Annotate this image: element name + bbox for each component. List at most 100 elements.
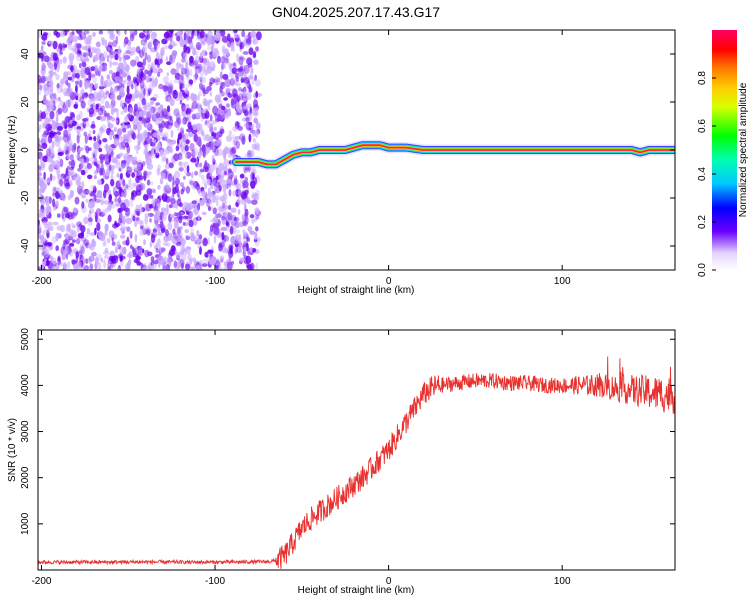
noise-dot bbox=[135, 150, 139, 155]
noise-dot bbox=[56, 126, 63, 131]
noise-dot bbox=[52, 71, 57, 76]
noise-dot bbox=[52, 198, 55, 208]
noise-dot bbox=[214, 188, 221, 194]
noise-dot bbox=[244, 189, 249, 195]
noise-dot bbox=[183, 175, 186, 180]
noise-dot bbox=[232, 190, 237, 196]
noise-dot bbox=[167, 86, 173, 96]
noise-dot bbox=[122, 145, 126, 150]
noise-dot bbox=[49, 110, 55, 120]
noise-dot bbox=[44, 228, 50, 234]
noise-dot bbox=[65, 213, 71, 219]
noise-dot bbox=[52, 260, 57, 267]
noise-dot bbox=[76, 93, 82, 103]
noise-dot bbox=[172, 176, 175, 185]
noise-dot bbox=[75, 237, 81, 245]
noise-dot bbox=[247, 122, 253, 126]
noise-dot bbox=[221, 56, 227, 63]
noise-dot bbox=[255, 262, 258, 270]
noise-dot bbox=[245, 91, 252, 101]
noise-dot bbox=[42, 110, 46, 118]
noise-dot bbox=[202, 98, 208, 107]
noise-dot bbox=[100, 105, 105, 112]
noise-dot bbox=[43, 99, 50, 104]
noise-dot bbox=[65, 234, 68, 241]
snr-x-ticks: -200 -100 0 100 bbox=[31, 330, 571, 587]
noise-dot bbox=[38, 190, 41, 195]
noise-dot bbox=[204, 62, 209, 72]
noise-dot bbox=[59, 100, 64, 107]
noise-dot bbox=[102, 241, 107, 247]
noise-dot bbox=[176, 234, 183, 244]
noise-dot bbox=[228, 249, 234, 258]
noise-dot bbox=[92, 129, 96, 135]
noise-dot bbox=[42, 155, 49, 163]
noise-dot bbox=[60, 173, 67, 179]
noise-dot bbox=[120, 234, 126, 239]
noise-dot bbox=[210, 205, 214, 211]
noise-dot bbox=[249, 106, 253, 115]
noise-dot bbox=[248, 87, 252, 93]
x-tick-label: -100 bbox=[205, 576, 225, 587]
noise-dot bbox=[125, 209, 131, 216]
noise-dot bbox=[158, 124, 164, 133]
noise-dot bbox=[76, 224, 80, 233]
noise-dot bbox=[51, 236, 57, 244]
noise-dot bbox=[108, 69, 113, 75]
noise-dot bbox=[213, 235, 217, 244]
noise-dot bbox=[180, 245, 185, 254]
noise-dot bbox=[81, 201, 85, 209]
noise-dot bbox=[44, 83, 51, 90]
noise-dot bbox=[43, 55, 50, 63]
noise-dot bbox=[220, 82, 225, 87]
noise-dot bbox=[75, 72, 80, 79]
noise-dot bbox=[139, 245, 143, 253]
noise-dot bbox=[181, 186, 186, 192]
noise-dot bbox=[159, 110, 165, 118]
noise-dot bbox=[175, 145, 180, 152]
noise-dot bbox=[242, 232, 249, 237]
noise-dot bbox=[178, 161, 183, 167]
noise-dot bbox=[161, 156, 166, 162]
noise-dot bbox=[57, 213, 61, 218]
noise-dot bbox=[137, 175, 144, 181]
noise-dot bbox=[134, 107, 139, 117]
noise-dot bbox=[83, 216, 89, 225]
noise-dot bbox=[111, 30, 115, 36]
noise-dot bbox=[239, 71, 246, 79]
noise-dot bbox=[235, 102, 240, 111]
noise-dot bbox=[59, 80, 64, 88]
noise-dot bbox=[147, 70, 152, 77]
noise-dot bbox=[108, 194, 112, 203]
noise-dot bbox=[90, 84, 93, 93]
noise-dot bbox=[95, 103, 99, 110]
noise-dot bbox=[204, 120, 208, 126]
noise-dot bbox=[143, 53, 148, 58]
noise-dot bbox=[248, 47, 254, 56]
noise-dot bbox=[241, 135, 246, 145]
noise-dot bbox=[170, 198, 176, 205]
noise-dot bbox=[185, 103, 190, 109]
noise-dot bbox=[46, 221, 53, 227]
noise-dot bbox=[157, 195, 164, 201]
noise-dot bbox=[104, 247, 109, 254]
noise-dot bbox=[42, 230, 46, 236]
noise-dot bbox=[52, 52, 58, 61]
noise-dot bbox=[237, 92, 243, 101]
noise-dot bbox=[88, 136, 93, 141]
noise-dot bbox=[148, 83, 154, 93]
y-tick-label: 5000 bbox=[20, 328, 31, 351]
noise-dot bbox=[248, 75, 254, 80]
noise-dot bbox=[221, 203, 225, 209]
noise-dot bbox=[204, 51, 208, 56]
noise-dot bbox=[54, 93, 58, 100]
noise-dot bbox=[52, 198, 56, 208]
noise-dot bbox=[202, 148, 206, 158]
noise-dot bbox=[84, 156, 90, 164]
noise-dot bbox=[191, 171, 194, 179]
noise-dot bbox=[255, 122, 261, 130]
noise-dot bbox=[40, 211, 45, 220]
noise-dot bbox=[126, 166, 133, 173]
track-core bbox=[235, 144, 675, 166]
noise-dot bbox=[188, 179, 194, 185]
